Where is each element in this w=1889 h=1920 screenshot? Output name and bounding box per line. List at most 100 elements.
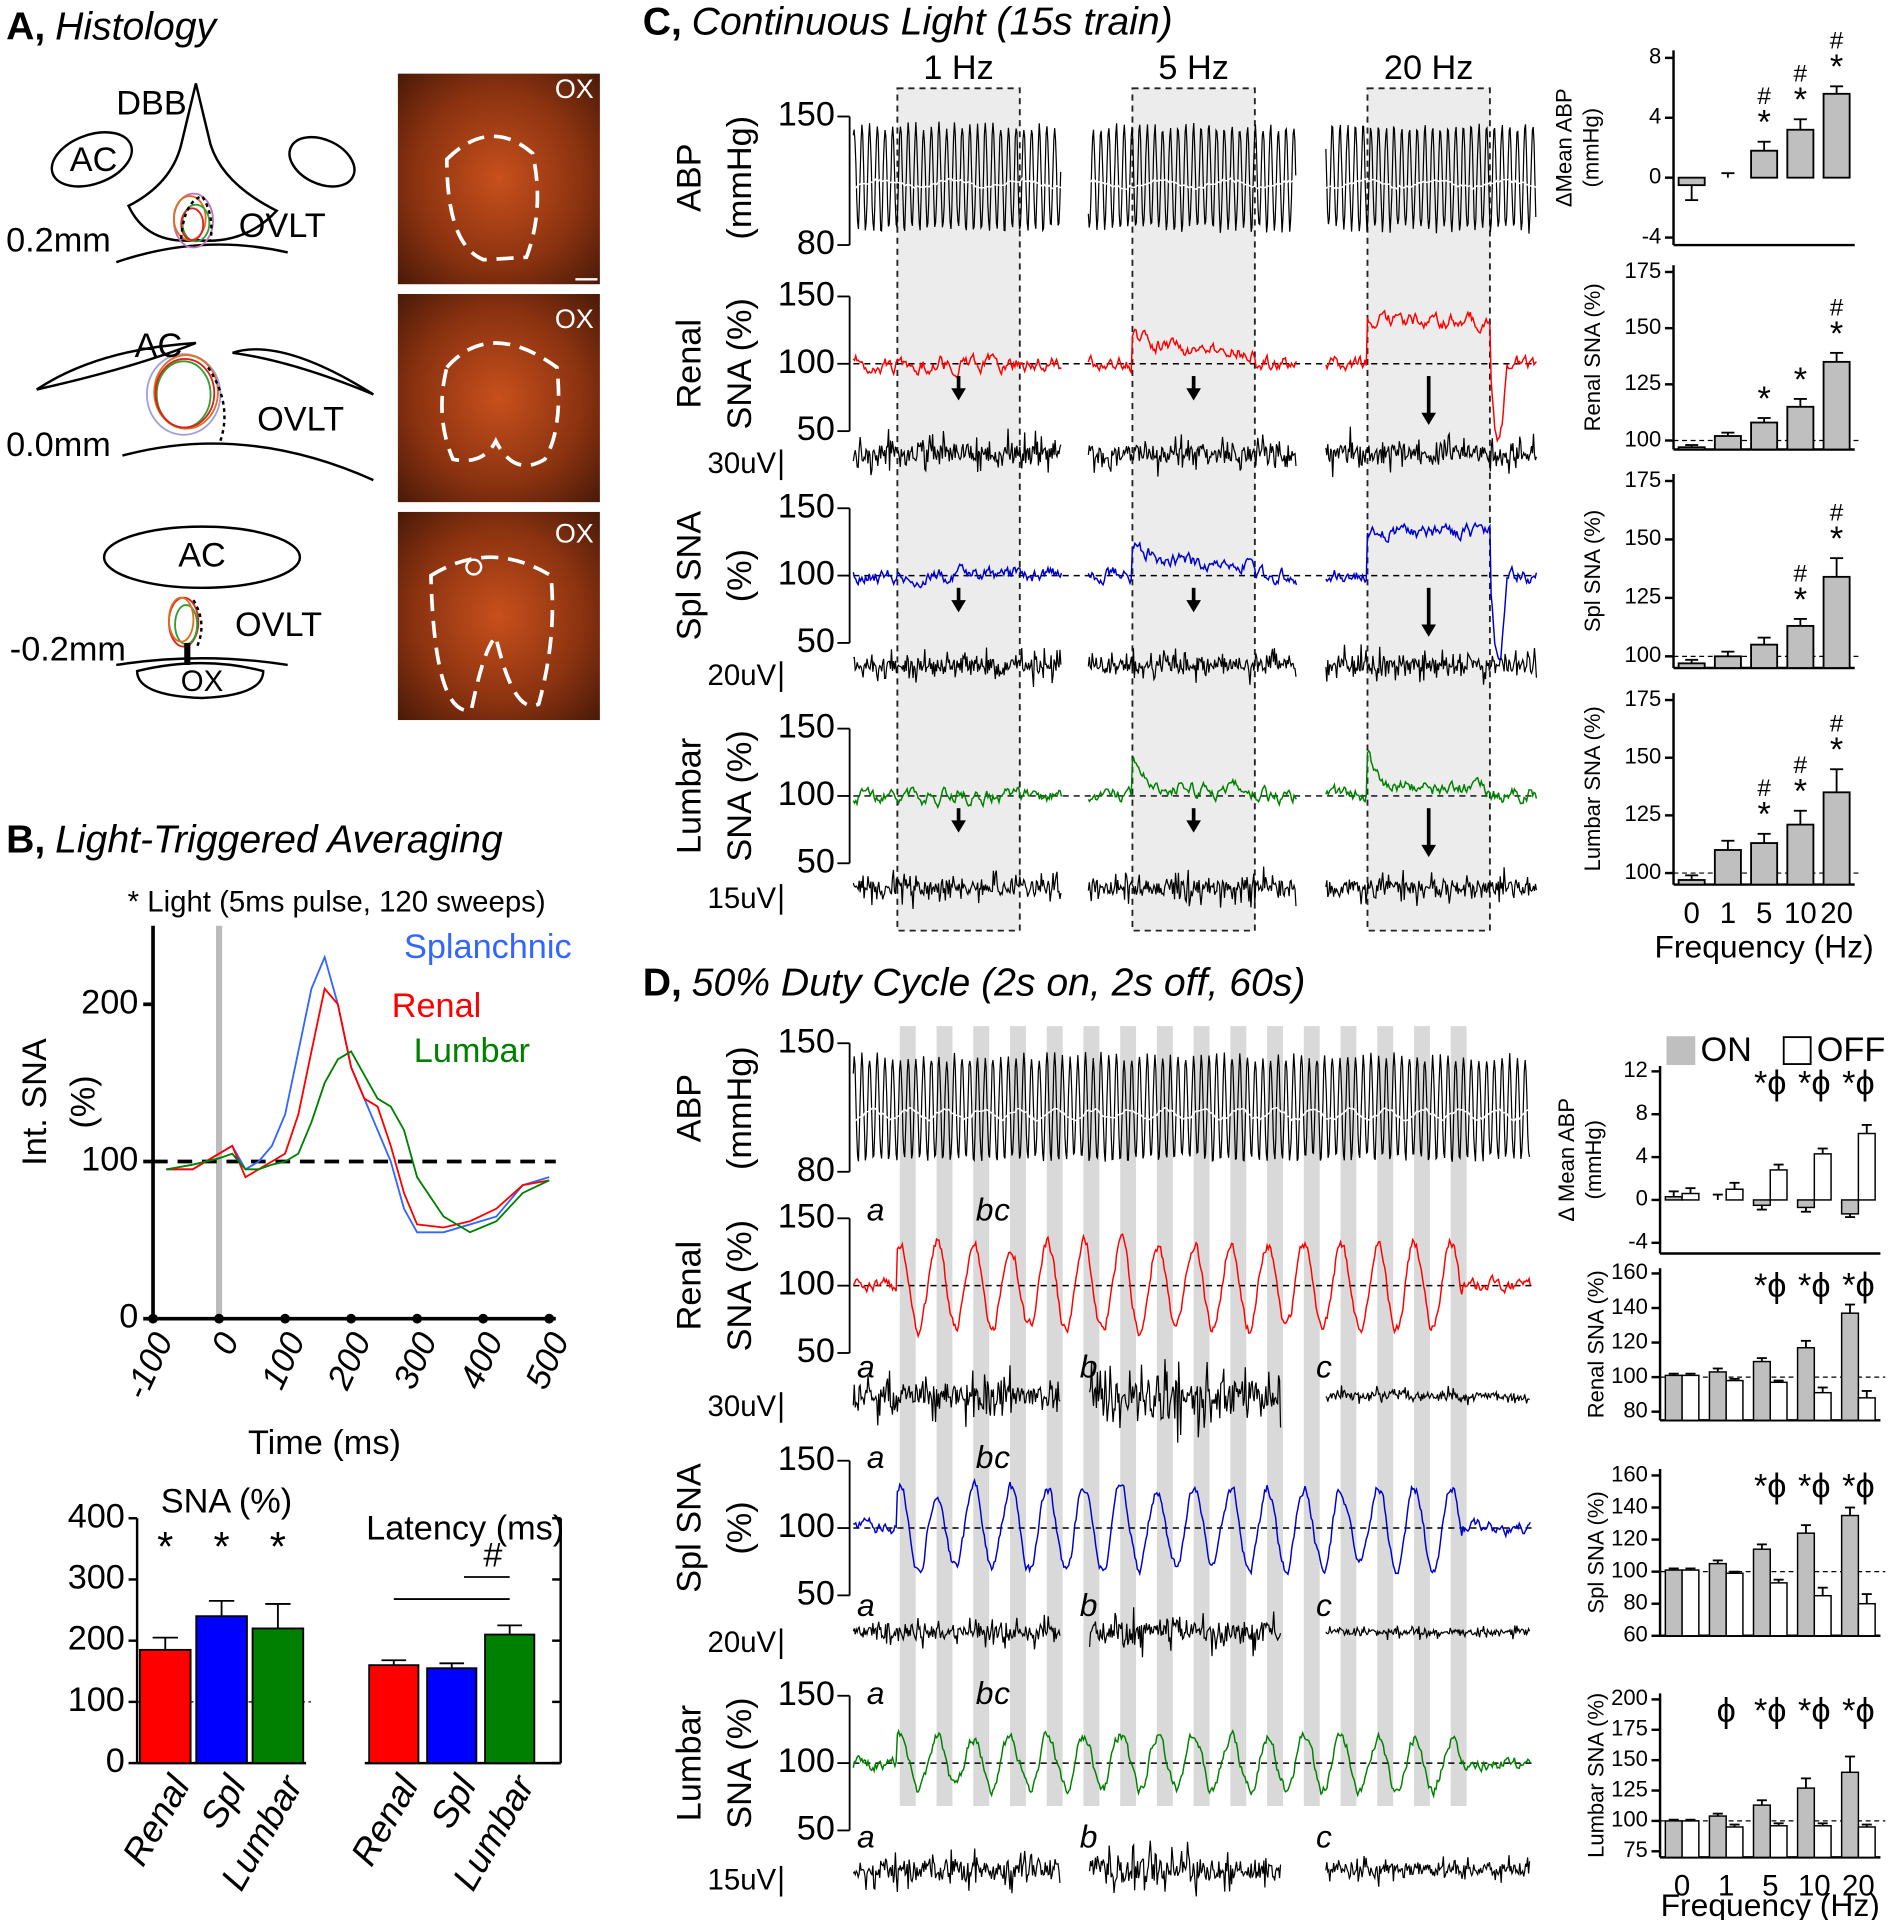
trace — [852, 1728, 1531, 1799]
trace — [1325, 309, 1537, 443]
bar — [1822, 575, 1851, 669]
segment-marker: a — [867, 1675, 885, 1711]
y-tick-label: 0 — [1649, 163, 1661, 188]
light-on-stripe — [1046, 1026, 1063, 1806]
row-tick-label: 150 — [778, 96, 835, 134]
scale-label: 15uV — [708, 1864, 777, 1897]
trace — [1088, 1359, 1282, 1443]
x-tick — [478, 1313, 489, 1324]
trace — [853, 647, 1062, 688]
x-tick-label: 0 — [1674, 1870, 1690, 1903]
segment-marker: b — [1080, 1587, 1098, 1623]
y-tick-label: 200 — [68, 1620, 125, 1658]
trace — [852, 1848, 1061, 1894]
y-tick-label: 0 — [106, 1742, 125, 1780]
y-tick-label: 125 — [1625, 801, 1662, 826]
trace — [1325, 1625, 1531, 1641]
series-label: Renal — [392, 987, 482, 1025]
fiber-tip — [465, 558, 483, 576]
light-window — [896, 87, 1021, 932]
row-tick-label: 80 — [797, 1151, 835, 1189]
micrograph — [397, 73, 600, 285]
trace — [853, 1477, 1531, 1577]
y-tick-label: 150 — [1625, 525, 1662, 550]
trace — [1087, 122, 1297, 233]
structure-label: OVLT — [239, 207, 326, 245]
bar — [1677, 879, 1706, 886]
row-tick-label: 50 — [797, 1574, 835, 1612]
row-label: (mmHg) — [721, 116, 759, 240]
panel-header: A, Histology — [6, 6, 218, 49]
segment-marker: c — [994, 1192, 1010, 1228]
significance-marker: * — [1830, 315, 1843, 353]
significance-marker: # — [1830, 294, 1844, 321]
y-axis-label: (%) — [65, 1075, 103, 1128]
bar — [368, 1664, 420, 1765]
row-label: SNA (%) — [721, 1697, 759, 1828]
y-tick-label: 0 — [1636, 1186, 1648, 1211]
structure-label: AC — [135, 327, 183, 365]
significance-marker: *ϕ — [1754, 1065, 1787, 1103]
bar — [1840, 1312, 1860, 1422]
ovlt-outline — [440, 341, 561, 468]
trace — [1087, 756, 1298, 808]
segment-marker: a — [857, 1587, 875, 1623]
segment-marker: c — [1316, 1348, 1332, 1384]
significance-marker: * — [1757, 104, 1770, 142]
arrow-head — [951, 600, 966, 613]
significance-marker: * — [213, 1523, 229, 1570]
ac-outline — [36, 341, 197, 391]
segment-marker: c — [994, 1439, 1010, 1475]
bar — [1677, 446, 1706, 451]
bar — [1822, 360, 1851, 451]
series-line — [166, 986, 550, 1229]
light-on-stripe — [1267, 1026, 1284, 1806]
bar — [1769, 1169, 1788, 1201]
bar — [1664, 1569, 1683, 1637]
bar — [1813, 1825, 1832, 1859]
structure-label: OVLT — [257, 400, 344, 438]
trace — [852, 1365, 1061, 1427]
significance-marker: # — [1830, 28, 1844, 55]
series-line — [166, 1050, 550, 1234]
segment-marker: a — [857, 1818, 875, 1854]
bar — [1840, 1514, 1860, 1637]
significance-marker: # — [483, 1536, 502, 1574]
arrow-head — [1186, 820, 1201, 833]
x-tick-label: 200 — [320, 1327, 379, 1396]
trace — [1088, 1840, 1282, 1897]
row-tick-label: 150 — [778, 1440, 835, 1478]
bar — [1713, 655, 1742, 669]
row-label: (%) — [721, 549, 759, 602]
bar — [1681, 1569, 1700, 1637]
site-outline — [153, 354, 219, 430]
bar — [1786, 128, 1815, 179]
segment-marker: b — [1080, 1348, 1098, 1384]
bar — [1750, 421, 1779, 451]
row-tick-label: 100 — [778, 775, 835, 813]
significance-marker: # — [1794, 61, 1808, 88]
bar — [195, 1615, 248, 1765]
y-axis-label: Δ Mean ABP — [1554, 1098, 1579, 1222]
scale-label: 30uV — [708, 447, 777, 480]
trace — [1325, 749, 1538, 805]
legend-swatch — [1782, 1036, 1812, 1065]
bar — [1725, 1188, 1744, 1201]
significance-marker: # — [1830, 500, 1844, 527]
base-outline — [122, 442, 374, 482]
x-tick-label: 1 — [1718, 1870, 1734, 1903]
segment-marker: c — [994, 1675, 1010, 1711]
significance-marker: * — [1830, 520, 1843, 558]
x-tick-label: 1 — [1720, 897, 1736, 930]
x-tick — [214, 1313, 224, 1324]
y-axis-label: Lumbar SNA (%) — [1580, 706, 1605, 871]
light-on-stripe — [973, 1026, 990, 1806]
y-axis-label: Renal SNA (%) — [1580, 283, 1605, 431]
bar — [1840, 1771, 1860, 1859]
bar — [1813, 1594, 1832, 1637]
trace — [1087, 540, 1298, 587]
bar — [1708, 1815, 1727, 1859]
bar — [1750, 149, 1779, 179]
significance-marker: *ϕ — [1754, 1468, 1787, 1506]
